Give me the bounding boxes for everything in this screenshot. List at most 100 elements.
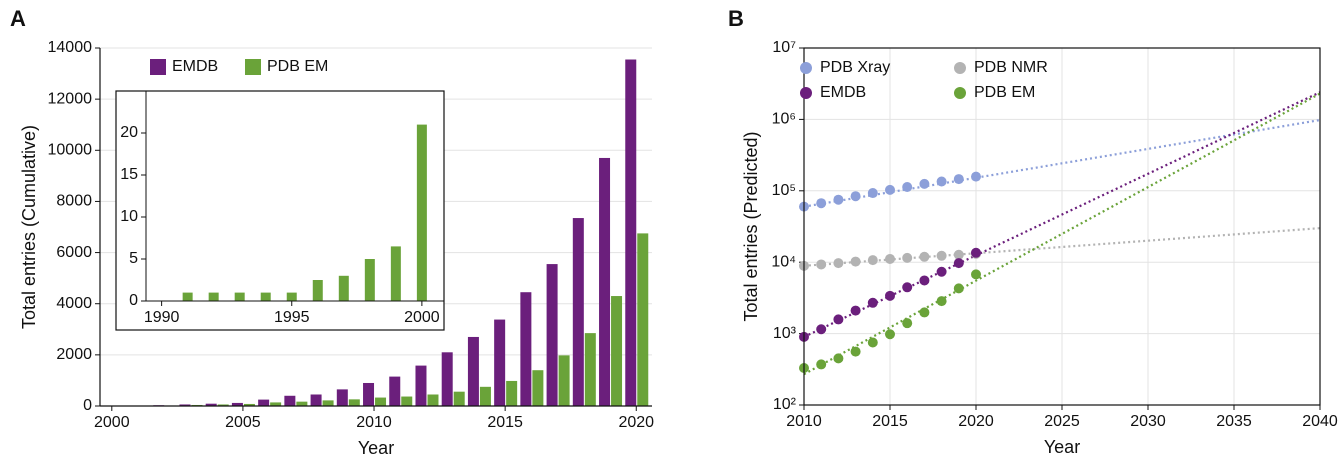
trend-line <box>803 118 1321 208</box>
bar <box>625 59 637 406</box>
y-tick-label: 0 <box>129 292 138 309</box>
bar <box>234 292 245 301</box>
point <box>833 314 844 325</box>
point <box>816 324 827 335</box>
bar <box>401 396 413 406</box>
point <box>833 258 844 269</box>
y-tick-label: 10² <box>773 396 797 413</box>
point <box>816 259 827 270</box>
x-axis-label: Year <box>1044 437 1080 457</box>
bar <box>479 386 491 406</box>
bar <box>532 370 544 406</box>
panel-label: A <box>10 6 26 31</box>
bar <box>322 400 334 406</box>
x-tick-label: 2040 <box>1302 413 1338 430</box>
bar <box>348 399 360 406</box>
plot-frame <box>803 47 1321 406</box>
point <box>816 359 827 370</box>
point <box>902 282 913 293</box>
x-tick-label: 2025 <box>1044 413 1080 430</box>
bar <box>312 280 323 301</box>
bar <box>258 399 270 406</box>
x-tick-label: 2010 <box>356 414 392 431</box>
y-tick-label: 2000 <box>56 346 92 363</box>
panel-label: B <box>728 6 744 31</box>
x-tick-label: 2020 <box>958 413 994 430</box>
x-axis-label: Year <box>358 438 394 457</box>
point <box>919 307 930 318</box>
point <box>902 252 913 263</box>
point <box>971 247 981 258</box>
bar <box>637 233 649 406</box>
point <box>850 346 861 357</box>
legend-label: EMDB <box>172 58 218 75</box>
point <box>936 250 947 261</box>
bar <box>390 246 401 301</box>
bar <box>208 292 219 301</box>
point <box>867 188 878 199</box>
point <box>867 297 878 308</box>
bar <box>243 403 255 406</box>
point <box>850 191 861 202</box>
bar <box>416 124 427 301</box>
bar <box>338 275 349 301</box>
bar <box>584 333 596 406</box>
bar <box>286 292 297 301</box>
legend-marker <box>800 62 812 74</box>
bar <box>467 336 479 406</box>
bar <box>179 404 191 406</box>
x-tick-label: 2010 <box>786 413 822 430</box>
legend-marker <box>954 87 966 99</box>
point <box>885 184 895 195</box>
y-tick-label: 10000 <box>48 142 93 159</box>
x-tick-label: 2020 <box>618 414 654 431</box>
y-tick-label: 10³ <box>773 325 797 342</box>
point <box>919 251 930 262</box>
point <box>833 194 844 205</box>
bar <box>231 402 243 406</box>
bar <box>415 365 427 406</box>
legend-label: PDB Xray <box>820 59 890 76</box>
y-tick-label: 10 <box>120 208 138 225</box>
y-tick-label: 10⁷ <box>772 39 796 56</box>
bar <box>506 380 518 406</box>
y-tick-label: 20 <box>120 124 138 141</box>
point <box>953 249 964 260</box>
x-tick-label: 2030 <box>1130 413 1166 430</box>
bar <box>270 402 282 406</box>
bar <box>520 292 532 406</box>
y-tick-label: 4000 <box>56 295 92 312</box>
point <box>816 198 827 209</box>
point <box>953 258 964 269</box>
y-tick-label: 15 <box>120 166 138 183</box>
bar <box>296 401 308 406</box>
bar <box>453 391 465 406</box>
point <box>902 318 913 329</box>
bar <box>558 355 570 406</box>
y-tick-label: 0 <box>83 397 92 414</box>
point <box>850 256 861 267</box>
point <box>919 178 930 189</box>
y-axis-label: Total entries (Predicted) <box>741 131 761 321</box>
point <box>936 266 947 277</box>
bar <box>363 382 375 406</box>
bar <box>336 389 348 406</box>
bar <box>217 404 229 406</box>
bar <box>310 394 322 406</box>
bar <box>427 394 439 406</box>
x-tick-label: 2015 <box>487 414 523 431</box>
point <box>833 353 844 364</box>
point <box>902 182 913 193</box>
bar <box>441 352 453 406</box>
bar <box>182 292 193 301</box>
y-tick-label: 12000 <box>48 90 93 107</box>
legend-label: EMDB <box>820 84 866 101</box>
bar <box>546 264 558 406</box>
inset-frame <box>115 90 445 331</box>
point <box>885 290 895 301</box>
legend-label: PDB NMR <box>974 59 1048 76</box>
point <box>885 253 895 264</box>
y-tick-label: 10⁵ <box>772 182 796 199</box>
x-tick-label: 2000 <box>94 414 130 431</box>
